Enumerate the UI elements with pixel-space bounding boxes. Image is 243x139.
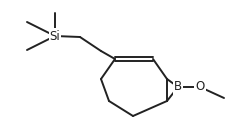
Text: O: O <box>195 80 205 94</box>
Text: Si: Si <box>50 29 60 43</box>
Text: B: B <box>174 80 182 94</box>
